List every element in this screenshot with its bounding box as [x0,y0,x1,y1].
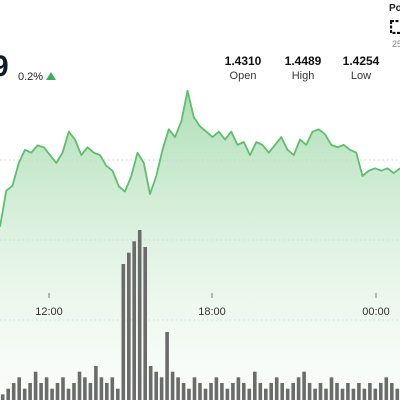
x-axis-ticks: 12:00 18:00 00:00 [35,293,390,318]
volume-bar [368,383,372,400]
volume-bar [269,383,273,400]
volume-bar [110,377,115,400]
volume-bar [329,377,334,400]
volume-bar [159,377,164,400]
volume-bar [346,383,350,400]
volume-bar [121,264,126,400]
volume-bar [0,394,5,400]
volume-bar [72,383,76,400]
volume-bar [357,383,361,400]
price-line [0,89,400,227]
volume-bar [127,252,131,400]
volume-bar [335,383,339,400]
volume-bar [61,377,65,400]
volume-bar [137,230,142,400]
high-value: 1.4489 [284,54,322,68]
provider-label: Po [389,3,400,14]
x-tick-label: 12:00 [35,306,63,318]
volume-bar [116,388,120,400]
volume-bar [170,371,175,400]
volume-bar [253,371,257,400]
volume-bar [50,388,54,400]
high-label: High [291,70,315,82]
volume-bar [44,377,49,400]
volume-bar [373,388,378,400]
volume-bar [351,388,356,400]
price-area [0,90,400,400]
open-value: 1.4310 [224,54,262,68]
price-change: 0.2% [18,71,44,83]
volume-bar [83,377,87,400]
volume-bar [384,377,389,400]
volume-bar [28,383,32,400]
volume-bar [187,388,191,400]
volume-bar [94,366,98,400]
volume-bar [242,383,246,400]
volume-bars [0,230,400,400]
open-stat: 1.4310 Open [218,54,268,82]
volume-bar [258,383,263,400]
volume-bar [143,247,147,400]
high-stat: 1.4489 High [278,54,328,82]
volume-bar [225,388,230,400]
low-value: 1.4254 [342,54,380,68]
volume-bar [264,388,268,400]
volume-bar [132,241,136,400]
volume-bar [236,377,241,400]
volume-bar [105,383,109,400]
volume-bar [285,388,290,400]
volume-bar [318,383,323,400]
volume-bar [390,383,394,400]
volume-bar [33,371,38,400]
current-price: 9 [0,50,9,83]
volume-bar [154,371,158,400]
volume-bar [291,383,295,400]
volume-bar [181,383,186,400]
volume-bar [220,383,224,400]
volume-bar [99,377,104,400]
volume-bar [39,383,43,400]
x-tick-label: 00:00 [362,306,390,318]
volume-bar [17,377,21,400]
volume-bar [280,383,284,400]
volume-bar [176,377,180,400]
volume-bar [165,332,169,400]
x-tick-label: 18:00 [198,306,226,318]
volume-bar [214,377,219,400]
volume-bar [307,383,312,400]
volume-bar [22,388,27,400]
volume-bar [395,388,400,400]
low-label: Low [350,70,372,82]
volume-bar [274,377,279,400]
volume-bar [302,371,306,400]
volume-bar [66,388,71,400]
volume-bar [231,383,235,400]
volume-bar [247,388,252,400]
volume-bar [324,388,328,400]
volume-bar [379,383,383,400]
up-arrow-icon [46,72,56,80]
volume-bar [209,383,213,400]
low-stat: 1.4254 Low [336,54,386,82]
volume-bar [192,377,197,400]
volume-bar [6,388,10,400]
volume-bar [296,377,301,400]
volume-bar [362,388,367,400]
provider-sub: 25 [392,39,400,49]
volume-bar [340,388,345,400]
volume-bar [203,388,208,400]
volume-bar [55,383,60,400]
volume-bar [198,383,202,400]
volume-bar [148,366,153,400]
provider-logo-icon [390,20,400,34]
volume-bar [77,371,82,400]
open-label: Open [229,70,257,82]
volume-bar [313,388,317,400]
volume-bar [11,383,16,400]
volume-bar [88,383,93,400]
